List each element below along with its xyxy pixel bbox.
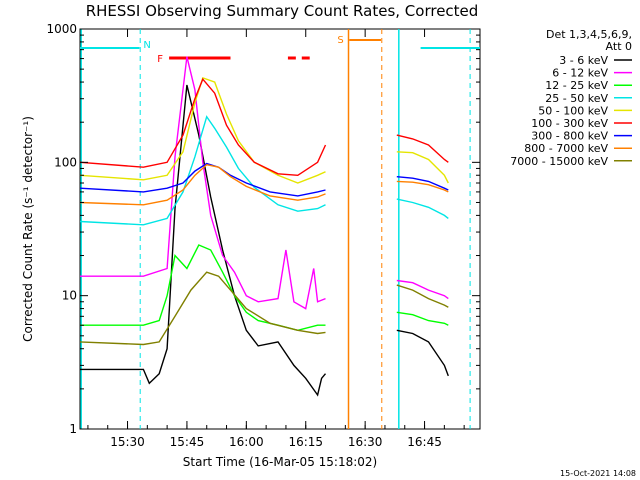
y-tick-label: 10 [62, 289, 77, 303]
chart-title: RHESSI Observing Summary Count Rates, Co… [86, 2, 479, 20]
flare-flag-label: F [157, 54, 163, 65]
series-7000-15000-keV-line-after-saa [396, 284, 449, 308]
timestamp: 15-Oct-2021 14:08 [560, 469, 636, 478]
legend-entry-label: 3 - 6 keV [559, 54, 608, 67]
x-tick-label: 16:45 [407, 435, 442, 449]
y-axis-label: Corrected Count Rate (s⁻¹ detector⁻¹) [21, 116, 35, 342]
saa-flag-label: S [337, 35, 343, 46]
flag-layer: NF S [80, 29, 480, 429]
plot-frame [79, 28, 481, 430]
y-tick-label: 100 [54, 155, 77, 169]
x-tick-label: 16:00 [229, 435, 264, 449]
series-3-6-keV-line [80, 84, 327, 397]
x-tick-label: 15:45 [170, 435, 205, 449]
series-layer [79, 56, 449, 397]
series-25-50-keV-line [79, 115, 326, 226]
series-6-12-keV-line-after-saa [396, 279, 449, 300]
series-800-7000-keV-line-after-saa [396, 180, 449, 193]
series-800-7000-keV-line [79, 163, 326, 206]
night-flag-label: N [143, 40, 150, 51]
legend-header: Att 0 [606, 40, 632, 53]
series-300-800-keV-line-after-saa [396, 176, 449, 191]
x-tick-layer: 15:30 15:45 16:00 16:15 16:30 16:45 [87, 29, 465, 449]
legend-entry-label: 800 - 7000 keV [524, 142, 608, 155]
y-tick-label: 1 [69, 422, 77, 436]
series-12-25-keV-line [80, 244, 326, 332]
y-tick-layer: 1 10 100 1000 [46, 22, 480, 436]
x-tick-label: 16:15 [288, 435, 323, 449]
legend-entry-label: 12 - 25 keV [545, 79, 608, 92]
y-tick-label: 1000 [46, 22, 77, 36]
x-tick-label: 15:30 [110, 435, 145, 449]
legend-entry-label: 7000 - 15000 keV [510, 155, 608, 168]
legend-entry-label: 300 - 800 keV [531, 130, 608, 143]
series-50-100-keV-line-after-saa [396, 151, 449, 184]
legend-entry-label: 50 - 100 keV [538, 104, 608, 117]
legend-header: Det 1,3,4,5,6,9, [546, 28, 632, 41]
series-25-50-keV-line-after-saa [396, 198, 449, 219]
legend-entry-label: 100 - 300 keV [531, 117, 608, 130]
series-3-6-keV-line-after-saa [396, 329, 449, 377]
series-50-100-keV-line [79, 76, 326, 184]
x-tick-label: 16:30 [348, 435, 383, 449]
series-6-12-keV-line [80, 56, 326, 310]
series-12-25-keV-line-after-saa [396, 311, 449, 326]
series-100-300-keV-line [79, 77, 327, 177]
x-axis-label: Start Time (16-Mar-05 15:18:02) [183, 455, 377, 469]
legend-entry-label: 6 - 12 keV [552, 67, 608, 80]
series-100-300-keV-line-after-saa [396, 134, 449, 163]
legend-entry-label: 25 - 50 keV [545, 92, 608, 105]
series-7000-15000-keV-line [79, 271, 326, 346]
